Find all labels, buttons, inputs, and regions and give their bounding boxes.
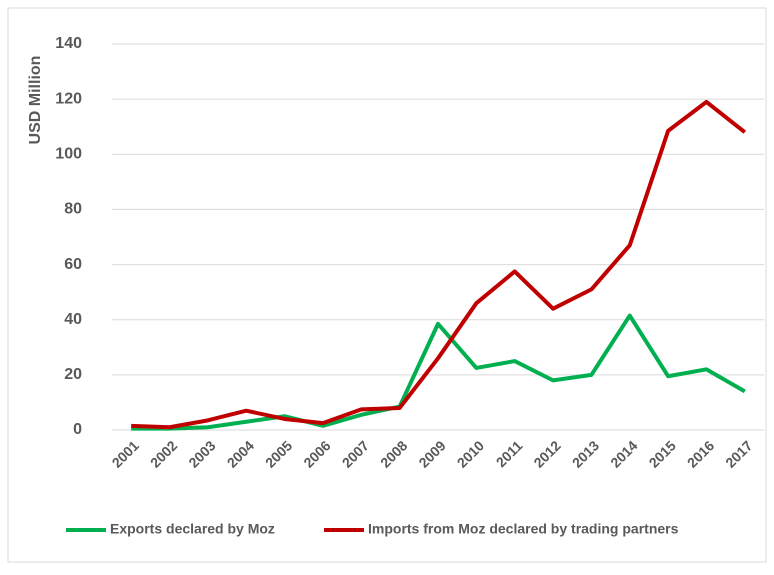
y-tick-label: 40 bbox=[64, 311, 82, 328]
chart-border bbox=[7, 7, 767, 563]
y-tick-label: 80 bbox=[64, 201, 82, 218]
line bbox=[131, 313, 746, 431]
legend-label: Exports declared by Moz bbox=[110, 521, 275, 537]
legend-label: Imports from Moz declared by trading par… bbox=[368, 521, 679, 537]
y-tick-label: 100 bbox=[55, 146, 82, 163]
y-tick-label: 60 bbox=[64, 256, 82, 273]
y-tick-label: 120 bbox=[55, 90, 82, 107]
y-axis-label: USD Million bbox=[27, 56, 44, 145]
y-tick-label: 0 bbox=[73, 421, 82, 438]
y-tick-label: 140 bbox=[55, 35, 82, 52]
line bbox=[131, 99, 747, 430]
y-tick-label: 20 bbox=[64, 366, 82, 383]
